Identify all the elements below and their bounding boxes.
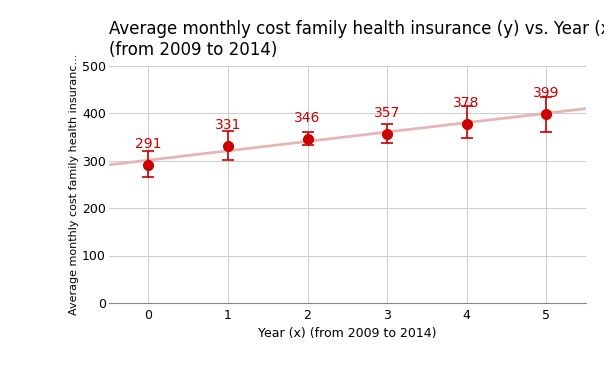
Text: 357: 357	[374, 105, 400, 120]
X-axis label: Year (x) (from 2009 to 2014): Year (x) (from 2009 to 2014)	[258, 327, 437, 340]
Text: 346: 346	[294, 111, 321, 125]
Text: 378: 378	[454, 96, 480, 110]
Y-axis label: Average monthly cost family health insuranc...: Average monthly cost family health insur…	[69, 54, 79, 315]
Text: Average monthly cost family health insurance (y) vs. Year (x)
(from 2009 to 2014: Average monthly cost family health insur…	[109, 20, 604, 59]
Text: 331: 331	[215, 118, 241, 132]
Text: 399: 399	[533, 86, 559, 100]
Text: 291: 291	[135, 137, 162, 151]
